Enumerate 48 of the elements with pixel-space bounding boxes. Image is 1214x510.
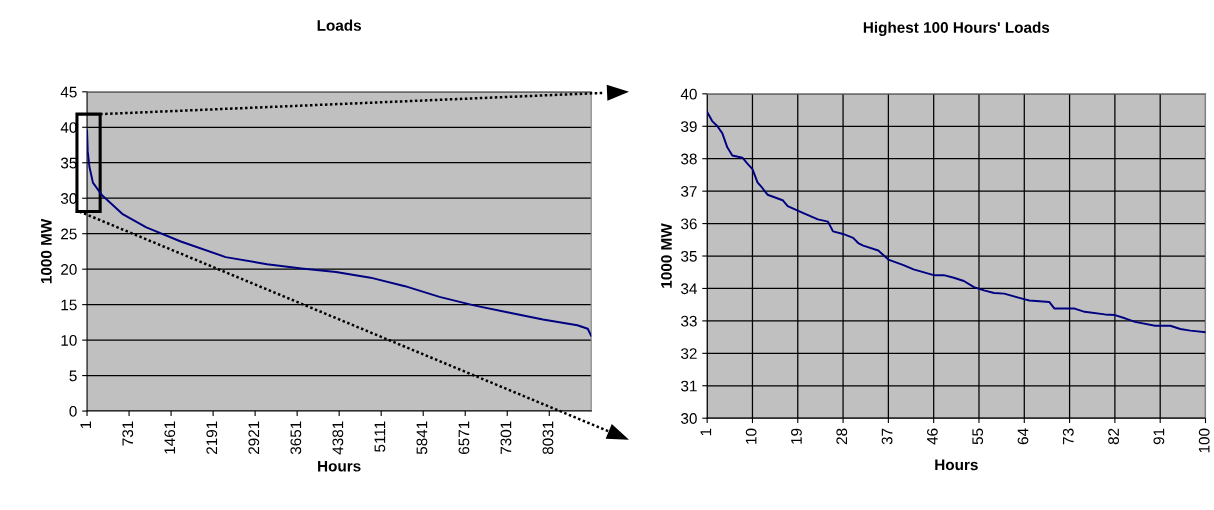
y-tick-label: 10 [61, 334, 77, 346]
y-tick-label: 40 [680, 88, 697, 100]
y-axis-title: 1000 MW [40, 218, 52, 284]
y-tick-label: 38 [681, 153, 697, 165]
x-tick-label: 100 [1198, 428, 1210, 453]
x-tick-label: 1461 [164, 421, 176, 454]
y-tick-label: 33 [681, 315, 697, 327]
x-tick-label: 28 [836, 428, 848, 445]
x-tick-label: 19 [791, 428, 802, 444]
y-axis-title: 1000 MW [661, 223, 672, 288]
x-tick-label: 82 [1108, 428, 1119, 445]
chart-title: Loads [317, 19, 361, 31]
x-tick-label: 6571 [458, 421, 470, 454]
x-tick-label: 5111 [374, 421, 386, 452]
y-tick-label: 31 [681, 380, 697, 392]
y-tick-label: 5 [69, 370, 77, 382]
x-axis-title: Hours [935, 459, 978, 471]
y-tick-label: 45 [60, 86, 77, 98]
x-tick-label: 37 [881, 428, 893, 445]
y-tick-label: 30 [681, 413, 697, 424]
x-tick-label: 2191 [206, 421, 218, 454]
x-tick-label: 73 [1062, 428, 1074, 445]
chart-title: Highest 100 Hours' Loads [863, 21, 1050, 36]
x-tick-label: 46 [926, 428, 938, 445]
x-tick-label: 8031 [542, 421, 554, 455]
y-tick-label: 34 [681, 283, 697, 295]
x-tick-label: 731 [122, 421, 134, 446]
x-tick-label: 91 [1153, 428, 1165, 445]
y-tick-label: 25 [61, 228, 77, 240]
y-tick-label: 37 [681, 186, 697, 197]
y-tick-label: 15 [61, 299, 77, 311]
x-tick-label: 1 [80, 421, 91, 429]
y-tick-label: 0 [69, 405, 77, 417]
x-tick-label: 7301 [500, 421, 512, 454]
y-tick-label: 36 [681, 218, 697, 230]
x-tick-label: 2921 [248, 421, 260, 454]
y-tick-label: 20 [61, 264, 77, 275]
x-axis-title: Hours [318, 460, 361, 472]
y-tick-label: 32 [681, 348, 697, 360]
x-tick-label: 4381 [332, 421, 344, 455]
x-tick-label: 3651 [290, 421, 302, 455]
y-tick-label: 35 [681, 250, 697, 262]
x-tick-label: 64 [1017, 428, 1029, 445]
x-tick-label: 5841 [416, 421, 428, 455]
x-tick-label: 55 [972, 428, 984, 445]
y-tick-label: 39 [681, 121, 697, 132]
x-tick-label: 1 [700, 428, 712, 436]
x-tick-label: 10 [745, 428, 757, 444]
